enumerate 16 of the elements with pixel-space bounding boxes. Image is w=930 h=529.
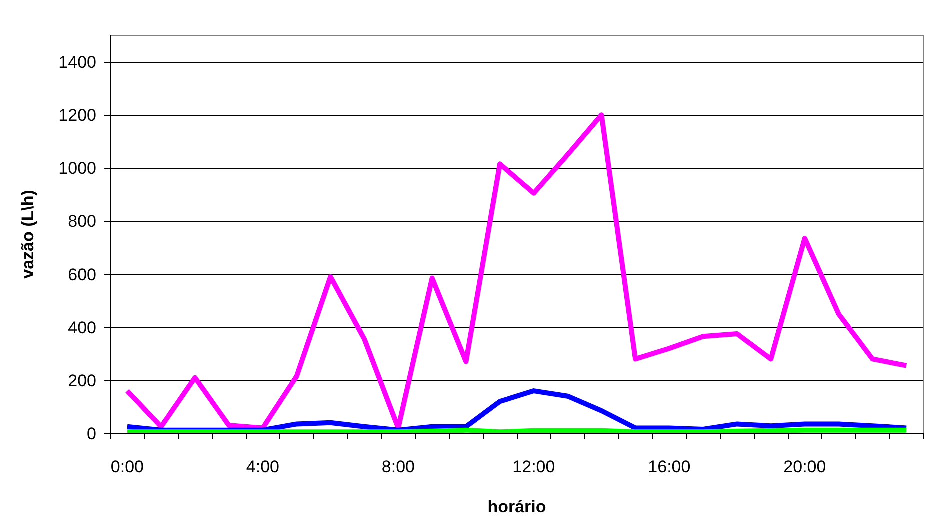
y-tick-label: 1400 <box>58 53 97 72</box>
x-tick-label: 0:00 <box>110 458 144 476</box>
y-tick-label: 200 <box>68 371 97 390</box>
y-tick-label: 1200 <box>58 106 97 126</box>
x-tick-label: 8:00 <box>382 458 415 476</box>
y-tick-label: 0 <box>87 424 97 444</box>
x-tick-label: 12:00 <box>512 458 556 476</box>
y-tick-label: 800 <box>68 212 97 232</box>
x-tick-label: 20:00 <box>784 458 826 476</box>
x-axis-title: horário <box>488 498 546 516</box>
x-tick-label: 4:00 <box>246 458 280 476</box>
y-tick-label: 600 <box>68 265 97 284</box>
y-tick-label: 1000 <box>58 159 97 178</box>
y-axis-title: vazão (L\h) <box>18 190 38 279</box>
x-tick-label: 16:00 <box>648 458 691 476</box>
y-tick-label: 400 <box>68 318 97 338</box>
